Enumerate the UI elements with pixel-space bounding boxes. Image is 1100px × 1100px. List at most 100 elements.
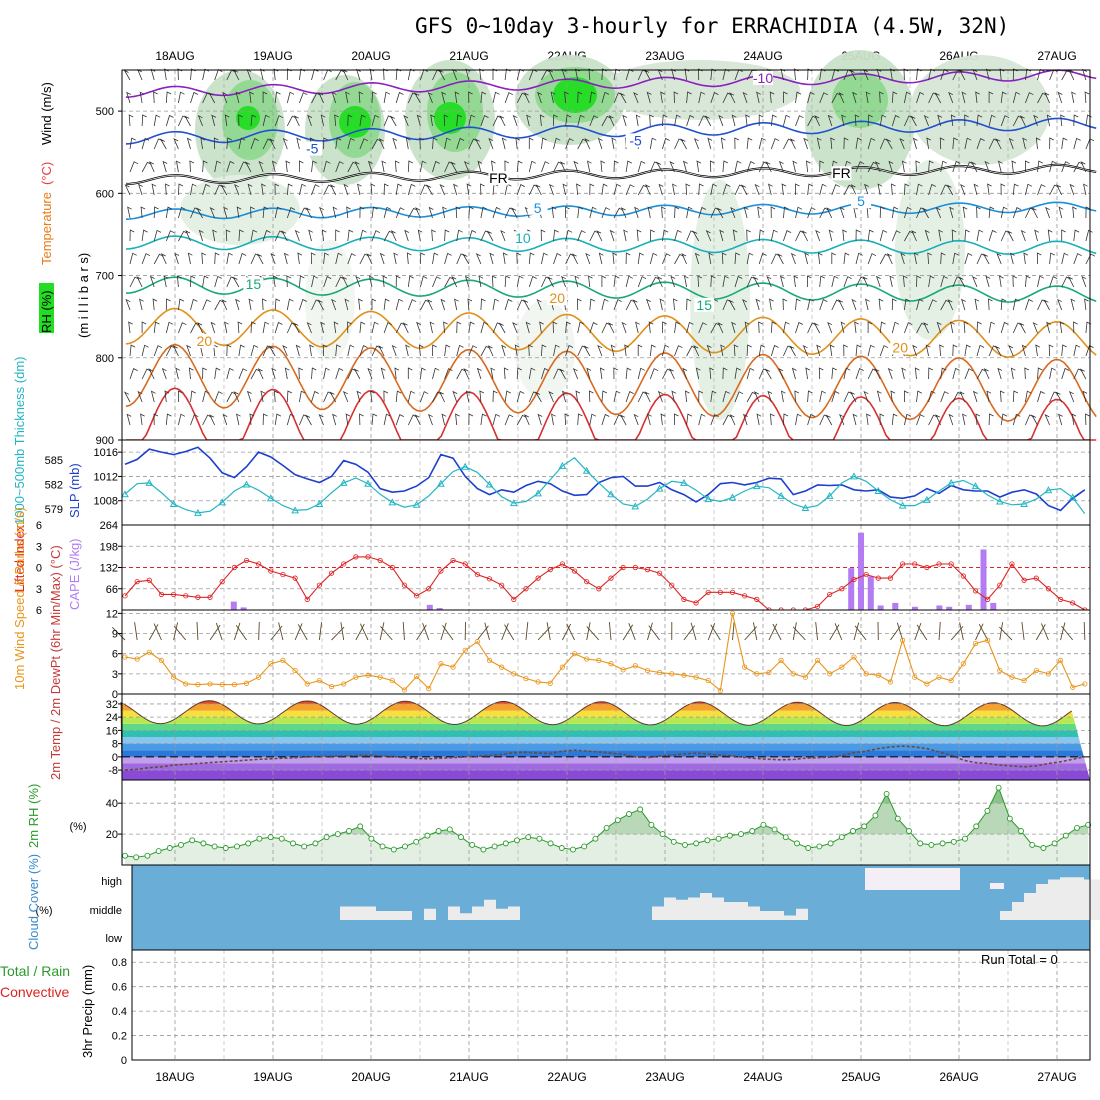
wind-barb xyxy=(190,298,198,311)
wind-barb-10m xyxy=(916,624,928,641)
wind-barb xyxy=(468,345,478,357)
wind-barb xyxy=(588,275,593,288)
lifted-index-point xyxy=(377,557,383,564)
wind-barb xyxy=(260,390,266,403)
tick-label: 0 xyxy=(112,752,118,764)
wind-barb xyxy=(347,253,356,265)
precip-tick-label: 0 xyxy=(121,1055,127,1067)
wind-barb xyxy=(601,390,608,403)
wind-barb xyxy=(637,252,644,265)
rh2m-point xyxy=(390,846,397,853)
wind-barb xyxy=(383,91,391,104)
thickness-point xyxy=(1020,499,1028,507)
lifted-index-point xyxy=(972,588,979,594)
wind-speed-point xyxy=(1057,657,1064,664)
wind-barb xyxy=(165,298,171,311)
rh2m-point xyxy=(939,840,946,847)
wind-barb xyxy=(474,138,482,150)
rh2m-point xyxy=(738,831,744,838)
wind-barb xyxy=(888,160,894,173)
date-label-top: 23AUG xyxy=(645,49,684,63)
wind-barb xyxy=(528,252,535,265)
wind-barb xyxy=(879,413,885,426)
cloud-cell xyxy=(484,899,496,920)
wind-barb-10m xyxy=(294,623,303,641)
rh2m-point xyxy=(122,852,128,859)
wind-barb xyxy=(123,391,131,403)
rh2m-point xyxy=(323,834,330,841)
wind-speed-point xyxy=(863,671,869,677)
wind-barb xyxy=(395,183,403,196)
wind-barb xyxy=(153,413,159,426)
wind-barb-10m xyxy=(834,623,843,641)
lifted-index-point xyxy=(486,576,493,582)
wind-barb xyxy=(564,91,569,104)
wind-barb xyxy=(153,321,160,334)
wind-barb xyxy=(877,183,883,196)
wind-barb xyxy=(370,390,375,403)
wind-speed-point xyxy=(219,681,225,688)
wind-barb xyxy=(950,114,956,127)
lifted-index-point xyxy=(596,586,602,592)
wind-barb xyxy=(562,183,568,196)
wind-barb xyxy=(528,275,537,288)
wind-barb xyxy=(649,229,655,242)
lifted-index-point xyxy=(851,576,857,583)
tick-label: 132 xyxy=(100,563,118,575)
temp-band xyxy=(122,756,1090,764)
thickness-point xyxy=(534,489,542,497)
wind-barb xyxy=(577,321,585,334)
wind-speed-point xyxy=(195,681,201,688)
wind-barb xyxy=(261,183,266,196)
wind-barb xyxy=(441,91,446,104)
rh2m-point xyxy=(558,845,565,851)
wind-barb-10m xyxy=(1060,622,1066,641)
date-label-top: 21AUG xyxy=(449,49,488,63)
wind-barb xyxy=(831,275,839,288)
wind-barb-10m xyxy=(999,626,1013,641)
wind-barb xyxy=(383,390,389,403)
wind-barb xyxy=(141,344,149,357)
wind-barb xyxy=(852,413,858,426)
wind-barb xyxy=(1025,183,1033,196)
wind-barb xyxy=(795,206,803,219)
date-label-bottom: 18AUG xyxy=(155,1070,194,1084)
wind-barb xyxy=(129,137,136,150)
wind-barb xyxy=(1035,137,1041,150)
wind-speed-point xyxy=(644,667,651,674)
wind-barb xyxy=(973,183,979,196)
wind-barb xyxy=(571,253,579,265)
wind-barb xyxy=(407,299,417,311)
wind-barb xyxy=(382,275,388,288)
wind-barb-10m xyxy=(173,622,179,641)
wind-barb xyxy=(730,206,736,219)
wind-speed-point xyxy=(499,664,505,670)
wind-barb xyxy=(298,367,303,380)
wind-barb xyxy=(257,368,264,380)
wind-barb xyxy=(874,368,881,380)
wind-barb xyxy=(214,367,221,380)
wind-barb xyxy=(795,183,800,195)
wind-barb xyxy=(625,391,634,403)
contour-label: -5 xyxy=(629,132,642,148)
wind-barb xyxy=(178,413,186,426)
wind-barb xyxy=(1012,275,1018,288)
wind-barb xyxy=(1083,183,1088,196)
li-tick-label: 6 xyxy=(36,520,42,532)
wind-speed-point xyxy=(705,677,711,684)
lifted-index-point xyxy=(936,561,942,567)
wind-barb xyxy=(891,183,896,196)
rh2m-point xyxy=(469,841,476,848)
wind-barb xyxy=(620,207,627,219)
wind-barb xyxy=(789,345,796,357)
wind-barb xyxy=(214,391,223,403)
wind-barb xyxy=(464,275,470,288)
wind-barb-10m xyxy=(978,623,989,641)
lifted-index-point xyxy=(620,564,626,571)
wind-barb xyxy=(863,390,869,403)
wind-barb xyxy=(250,206,255,219)
wind-barb xyxy=(1068,390,1075,403)
wind-barb xyxy=(444,344,451,357)
